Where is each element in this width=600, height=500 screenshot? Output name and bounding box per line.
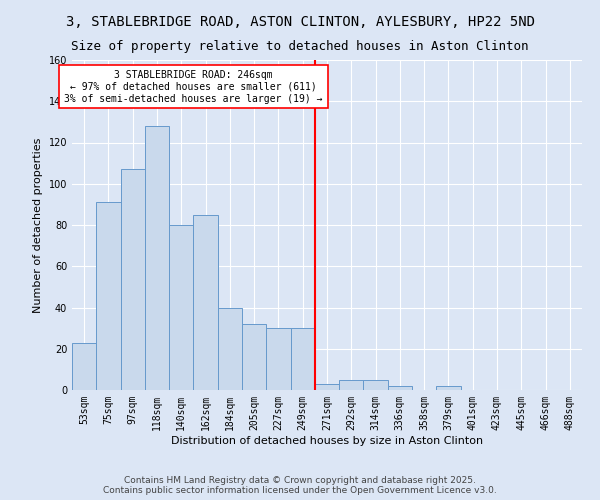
Bar: [72, 342, 96, 390]
Bar: [145, 126, 169, 390]
Bar: [218, 308, 242, 390]
X-axis label: Distribution of detached houses by size in Aston Clinton: Distribution of detached houses by size …: [171, 436, 483, 446]
Text: Size of property relative to detached houses in Aston Clinton: Size of property relative to detached ho…: [71, 40, 529, 53]
Y-axis label: Number of detached properties: Number of detached properties: [33, 138, 43, 312]
Text: 3, STABLEBRIDGE ROAD, ASTON CLINTON, AYLESBURY, HP22 5ND: 3, STABLEBRIDGE ROAD, ASTON CLINTON, AYL…: [65, 15, 535, 29]
Bar: [121, 170, 145, 390]
Text: Contains HM Land Registry data © Crown copyright and database right 2025.
Contai: Contains HM Land Registry data © Crown c…: [103, 476, 497, 495]
Bar: [436, 386, 461, 390]
Bar: [388, 386, 412, 390]
Bar: [364, 380, 388, 390]
Bar: [290, 328, 315, 390]
Text: 3 STABLEBRIDGE ROAD: 246sqm
← 97% of detached houses are smaller (611)
3% of sem: 3 STABLEBRIDGE ROAD: 246sqm ← 97% of det…: [64, 70, 323, 104]
Bar: [96, 202, 121, 390]
Bar: [266, 328, 290, 390]
Bar: [242, 324, 266, 390]
Bar: [169, 225, 193, 390]
Bar: [315, 384, 339, 390]
Bar: [193, 214, 218, 390]
Bar: [339, 380, 364, 390]
